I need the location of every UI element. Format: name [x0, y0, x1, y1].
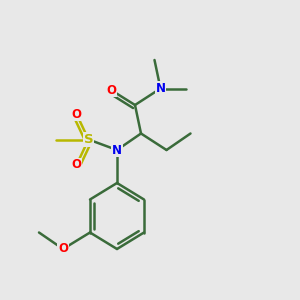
Text: O: O: [58, 242, 68, 256]
Text: N: N: [112, 143, 122, 157]
Text: S: S: [84, 133, 93, 146]
Text: N: N: [155, 82, 166, 95]
Text: O: O: [71, 158, 82, 172]
Text: O: O: [106, 83, 116, 97]
Text: O: O: [71, 107, 82, 121]
